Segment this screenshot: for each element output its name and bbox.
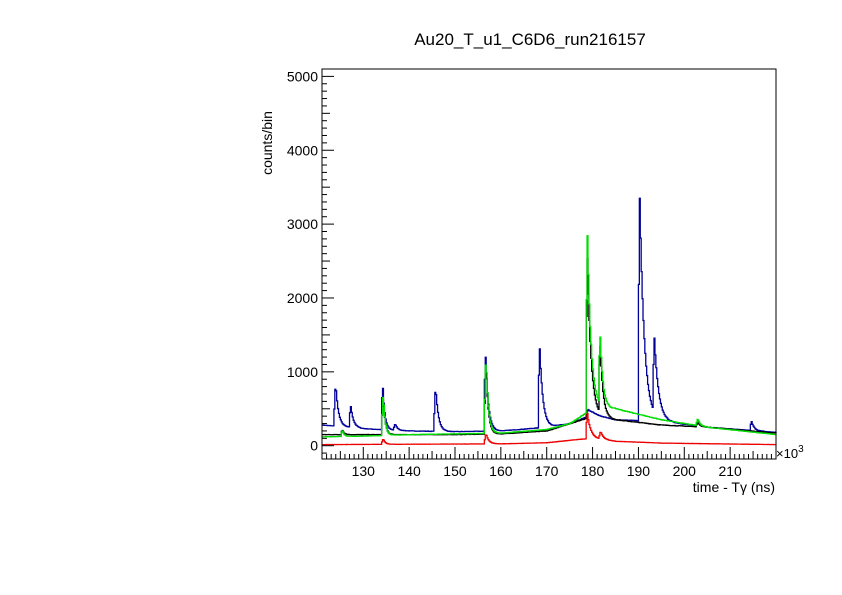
- plot-frame: [321, 68, 777, 460]
- x-tick-labels: 130 140 150 160 170 180 190 200 210: [352, 463, 742, 479]
- chart-title: Au20_T_u1_C6D6_run216157: [414, 30, 646, 49]
- x-tick-label: 180: [581, 463, 605, 479]
- series-line-2: [322, 258, 777, 436]
- y-tick-labels: 0 1000 2000 3000 4000 5000: [287, 68, 318, 453]
- y-tick-label: 2000: [287, 290, 318, 306]
- x-tick-label: 210: [718, 463, 742, 479]
- series-line-1: [322, 197, 777, 434]
- x-tick-label: 160: [489, 463, 513, 479]
- y-tick-label: 5000: [287, 68, 318, 84]
- y-tick-label: 1000: [287, 364, 318, 380]
- x-tick-label: 150: [443, 463, 467, 479]
- y-tick-label: 4000: [287, 142, 318, 158]
- x-axis-title: time - Tγ (ns): [693, 479, 775, 495]
- y-tick-label: 0: [310, 438, 318, 454]
- x-tick-label: 200: [673, 463, 697, 479]
- series-line-4: [322, 412, 777, 446]
- y-axis-title: counts/bin: [259, 111, 275, 175]
- series-line-3: [322, 235, 777, 438]
- x-tick-label: 190: [627, 463, 651, 479]
- x-tick-label: 170: [535, 463, 559, 479]
- x-tick-label: 130: [352, 463, 376, 479]
- plot-lines: [322, 197, 777, 446]
- x-tick-label: 140: [397, 463, 421, 479]
- y-tick-label: 3000: [287, 216, 318, 232]
- x-axis-multiplier: ×103: [776, 444, 804, 461]
- axis-ticks: [321, 68, 777, 459]
